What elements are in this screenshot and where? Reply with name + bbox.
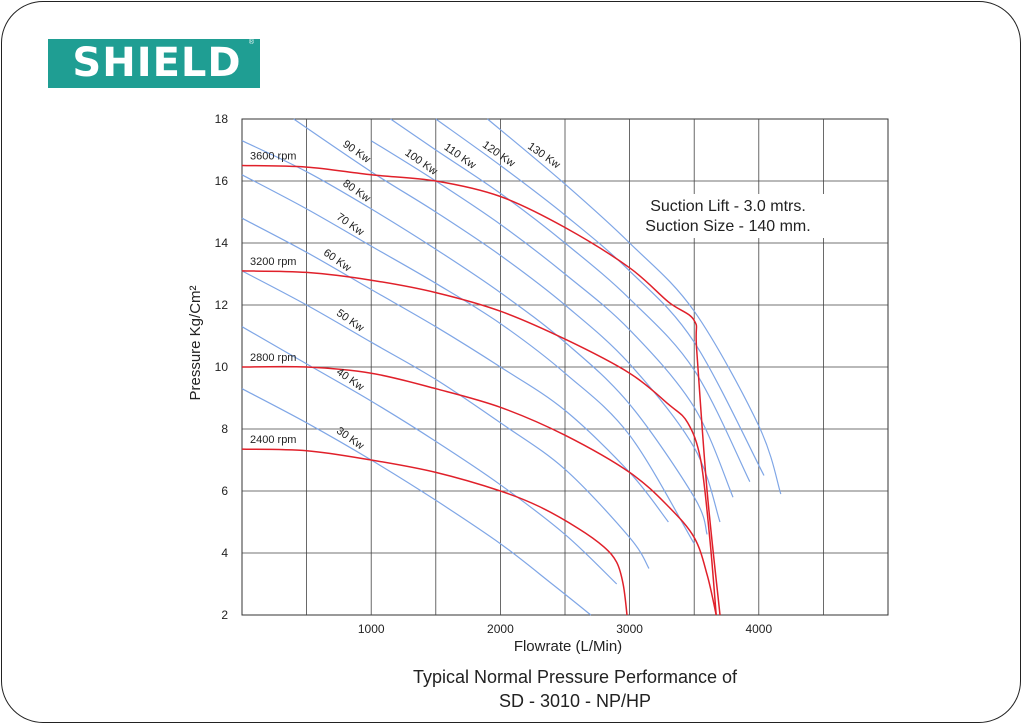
rpm-curve-label: 2800 rpm: [250, 352, 296, 364]
suction-size-annotation: Suction Size - 140 mm.: [645, 218, 810, 235]
power-curve-120-kw: [435, 118, 765, 476]
logo-text: SHIELD: [72, 40, 242, 86]
power-curve-40-kw: [241, 326, 618, 585]
y-tick-label: 16: [215, 174, 229, 188]
y-tick-label: 12: [215, 298, 229, 312]
x-tick-label: 2000: [487, 622, 514, 636]
power-curves: [241, 118, 782, 616]
rpm-curve-label: 2400 rpm: [250, 434, 296, 446]
y-tick-label: 8: [221, 422, 228, 436]
rpm-curve-label: 3600 rpm: [250, 151, 296, 163]
power-curve-60-kw: [241, 217, 669, 523]
x-tick-label: 3000: [616, 622, 643, 636]
y-axis-label: Pressure Kg/Cm²: [187, 285, 204, 400]
rpm-curve-3200-rpm: [241, 270, 717, 616]
rpm-curve-2400-rpm: [241, 448, 628, 616]
caption-line-2: SD - 3010 - NP/HP: [498, 691, 652, 711]
power-curve-70-kw: [241, 174, 695, 545]
caption-line-1: Typical Normal Pressure Performance of: [412, 667, 738, 687]
y-tick-label: 6: [221, 484, 228, 498]
x-tick-label: 1000: [358, 622, 385, 636]
logo-registered-mark: ®: [248, 39, 254, 46]
y-tick-label: 10: [215, 360, 229, 374]
y-tick-label: 2: [221, 608, 228, 622]
power-curve-80-kw: [241, 140, 708, 535]
y-tick-label: 4: [221, 546, 228, 560]
rpm-curves: [241, 164, 721, 616]
y-tick-label: 18: [215, 112, 229, 126]
rpm-curve-2800-rpm: [241, 365, 717, 616]
y-tick-label: 14: [215, 236, 229, 250]
tick-labels: 1000 2000 3000 4000 2 4 6 8 10 12 14 16 18: [215, 112, 773, 636]
power-curve-50-kw: [241, 270, 650, 569]
rpm-curve-3600-rpm: [241, 164, 721, 616]
x-tick-label: 4000: [745, 622, 772, 636]
rpm-curve-label: 3200 rpm: [250, 256, 296, 268]
power-curve-110-kw: [390, 118, 751, 482]
annotation-background: [636, 194, 824, 238]
x-axis-label: Flowrate (L/Min): [514, 638, 622, 655]
suction-lift-annotation: Suction Lift - 3.0 mtrs.: [650, 198, 806, 215]
power-curve-130-kw: [487, 118, 782, 495]
power-curve-30-kw: [241, 388, 592, 616]
shield-logo: SHIELD ®: [48, 39, 260, 88]
